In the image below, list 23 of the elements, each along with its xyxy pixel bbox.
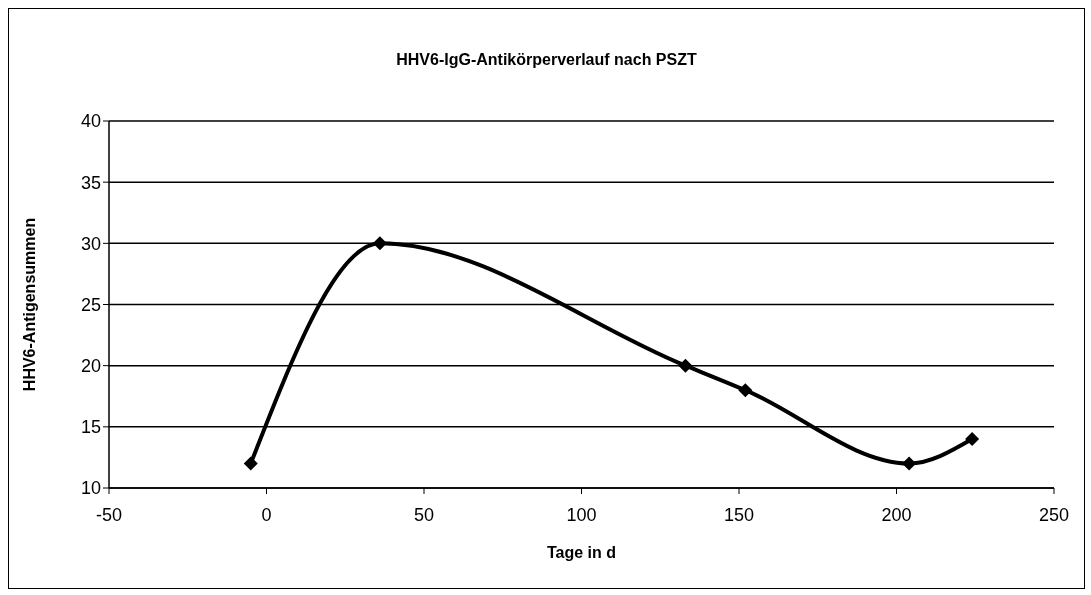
point (902, 456, 917, 471)
y-tick-label: 40 (80, 111, 101, 132)
y-tick-label: 30 (80, 233, 101, 254)
y-tick-label: 35 (80, 172, 101, 193)
chart-title: HHV6-IgG-Antikörperverlauf nach PSZT (395, 51, 698, 69)
y-tick-label: 20 (80, 356, 101, 377)
x-tick-label: 150 (723, 504, 755, 525)
x-tick-label: 200 (881, 504, 912, 525)
point (243, 456, 258, 471)
x-tick-label: 250 (1038, 504, 1070, 525)
x-axis-title: Tage in d (546, 544, 617, 561)
point (372, 236, 387, 251)
y-tick-label: 10 (80, 478, 101, 499)
x-tick-label: -50 (95, 504, 123, 525)
y-axis-title: HHV6-Antigensummen (20, 217, 38, 392)
y-tick-label: 25 (80, 294, 101, 315)
point (678, 358, 693, 373)
x-tick-label: 100 (566, 504, 597, 525)
point (965, 432, 980, 447)
x-tick-label: 50 (413, 504, 435, 525)
x-tick-label: 0 (261, 504, 272, 525)
y-tick-label: 15 (80, 417, 101, 438)
point (738, 383, 753, 398)
